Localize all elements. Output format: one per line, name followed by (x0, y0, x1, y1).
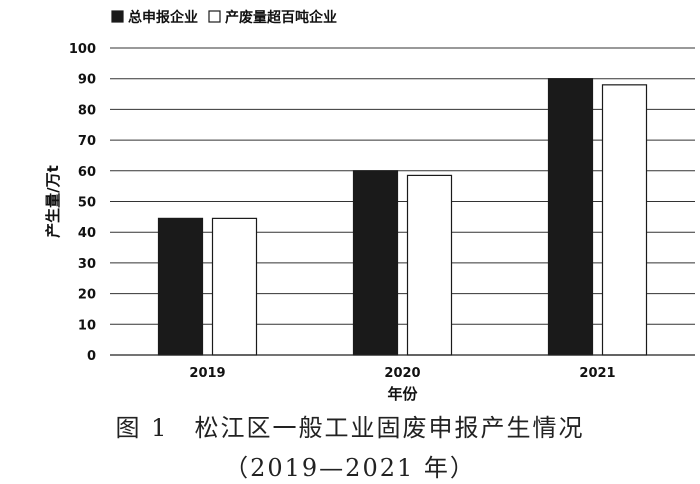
bar-2021-total (547, 78, 594, 356)
y-tick-label: 20 (78, 288, 96, 303)
x-tick-labels: 2019 2020 2021 (189, 366, 615, 381)
y-axis-label: 产生量/万t (44, 165, 62, 238)
y-tick-label: 70 (78, 134, 96, 149)
y-tick-label: 100 (69, 42, 96, 57)
y-tick-label: 0 (87, 349, 96, 364)
bar-2020-over100t (406, 174, 453, 356)
legend-label: 总申报企业 (128, 9, 198, 26)
x-axis-label: 年份 (387, 385, 418, 403)
bar-2019-total (157, 217, 204, 356)
y-tick-label: 10 (78, 318, 96, 333)
bar-2020-total (352, 170, 399, 356)
x-tick-label: 2019 (189, 366, 225, 381)
bar-2021-over100t (601, 84, 648, 356)
legend: 总申报企业 产废量超百吨企业 (111, 9, 337, 26)
y-tick-label: 90 (78, 73, 96, 88)
legend-label: 产废量超百吨企业 (225, 9, 337, 26)
y-tick-label: 30 (78, 257, 96, 272)
figure-caption: 图 1 松江区一般工业固废申报产生情况 (115, 414, 585, 442)
y-tick-label: 60 (78, 165, 96, 180)
x-tick-label: 2020 (384, 366, 420, 381)
figure-caption-years: （2019—2021 年） (224, 454, 476, 482)
bar-chart: 0 10 20 30 40 50 60 70 80 90 100 2019 2020 2021 产生量/… (44, 9, 695, 403)
y-tick-label: 80 (78, 103, 96, 118)
bars (157, 78, 648, 356)
legend-swatch (208, 10, 221, 23)
y-tick-label: 40 (78, 226, 96, 241)
y-tick-label: 50 (78, 196, 96, 211)
grid-lines (110, 47, 695, 325)
bar-2019-over100t (211, 217, 258, 356)
legend-swatch (111, 10, 124, 23)
y-tick-labels: 0 10 20 30 40 50 60 70 80 90 100 (69, 42, 96, 364)
x-tick-label: 2021 (579, 366, 615, 381)
